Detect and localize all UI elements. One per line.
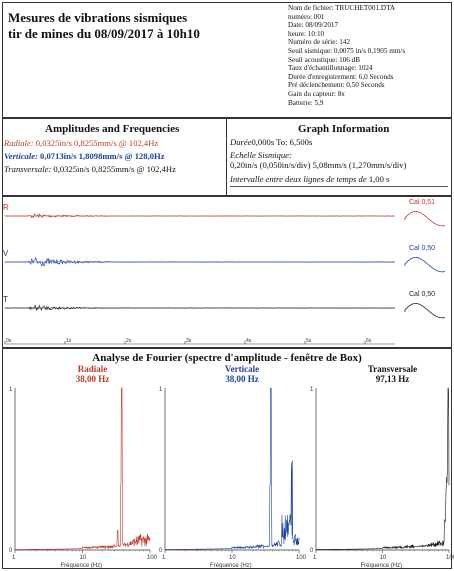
time-tick-label: 4s xyxy=(246,338,252,344)
waveform-box xyxy=(2,196,452,348)
channel-label-V: V xyxy=(3,249,9,258)
fourier-panel-name: Verticale xyxy=(224,364,260,374)
fourier-y-tick: 0 xyxy=(159,548,163,554)
radial-amplitude: Radiale: 0,0325in/s 0,8255mm/s @ 102,4Hz xyxy=(4,138,158,148)
meta-line: Seuil sismique: 0,0075 in/s 0,1905 mm/s xyxy=(288,46,406,55)
fourier-panel-peak: 97,13 Hz xyxy=(375,374,410,384)
meta-line: numéro: 001 xyxy=(288,12,325,21)
fourier-x-tick-label: 1 xyxy=(313,555,317,561)
radial-value: 0,0325in/s 0,8255mm/s @ 102,4Hz xyxy=(35,138,159,148)
cal-label-V: Cal 0,50 xyxy=(409,245,435,252)
duration-label: Durée xyxy=(230,137,252,147)
waveform-plot: R Cal 0,51 V Cal 0,50 T Cal 0,50 0s 1s 2s 3s 4s 5s 6… xyxy=(3,199,446,345)
interval-underline xyxy=(230,186,448,187)
fourier-panel-name: Transversale xyxy=(367,364,418,374)
meta-line: Pré déclenchement: 0,50 Seconds xyxy=(288,81,385,90)
transverse-value: 0,0325in/s 0,8255mm/s @ 102,4Hz xyxy=(53,164,176,174)
meta-line: Batterie: 5,9 xyxy=(288,98,324,107)
fourier-panel-heading: Radiale 38,00 Hz xyxy=(25,364,160,384)
fourier-title: Analyse de Fourier (spectre d'amplitude … xyxy=(92,352,362,364)
report-title: Mesures de vibrations sismiques tir de m… xyxy=(8,10,278,42)
info-divider xyxy=(226,118,227,196)
vertical-label: Verticale: xyxy=(4,151,38,161)
meta-line: Taux d'échantillonnage: 1024 xyxy=(288,64,373,73)
fourier-panel-heading: Transversale 97,13 Hz xyxy=(326,364,454,384)
fourier-x-tick-label: 1 xyxy=(12,555,16,561)
fourier-x-tick-label: 100 xyxy=(147,555,158,561)
time-tick-label: 0s xyxy=(6,338,12,344)
cal-label-R: Cal 0,51 xyxy=(409,199,435,206)
fourier-spectrum-1 xyxy=(165,387,300,550)
duration-line: Durée0,000s To: 6,500s xyxy=(230,137,312,147)
cal-pulse-T xyxy=(404,303,446,319)
fourier-y-tick: 1 xyxy=(310,387,314,393)
cal-pulse-R xyxy=(404,211,446,227)
fourier-x-tick-label: 10 xyxy=(80,555,87,561)
time-tick-label: 6s xyxy=(366,338,372,344)
fourier-panel-heading: Verticale 38,00 Hz xyxy=(175,364,309,384)
graph-info-title: Graph Information xyxy=(298,123,390,135)
fourier-spectrum-2 xyxy=(316,387,450,550)
transverse-amplitude: Transversale: 0,0325in/s 0,8255mm/s @ 10… xyxy=(4,164,176,174)
waveform-trace-T xyxy=(4,304,396,311)
fourier-box xyxy=(2,348,452,569)
meta-line: Date: 08/09/2017 xyxy=(288,21,339,30)
fourier-x-tick-label: 100 xyxy=(296,555,307,561)
fourier-xlabel: Fréquence (Hz) xyxy=(61,563,103,569)
channel-label-T: T xyxy=(3,295,8,304)
fourier-panel-name: Radiale xyxy=(77,364,108,374)
meta-line: heure: 10:10 xyxy=(288,29,325,38)
scale-label: Echelle Sismique: xyxy=(230,150,292,160)
waveform-trace-R xyxy=(4,212,396,219)
fourier-x-tick-label: 100 xyxy=(446,555,454,561)
amplitudes-title: Amplitudes and Frequencies xyxy=(45,123,180,135)
vertical-amplitude: Verticale: 0,0713in/s 1,8098mm/s @ 128,0… xyxy=(4,151,165,161)
transverse-label: Transversale: xyxy=(4,164,52,174)
fourier-y-tick: 1 xyxy=(159,387,163,393)
interval-label: Intervalle entre deux lignes de temps de xyxy=(230,174,367,184)
interval-line: Intervalle entre deux lignes de temps de… xyxy=(230,174,389,184)
interval-value: 1,00 s xyxy=(368,174,390,184)
time-tick-label: 1s xyxy=(66,338,72,344)
meta-line: Gain du capteur: 8x xyxy=(288,89,345,98)
title-line-2: tir de mines du 08/09/2017 à 10h10 xyxy=(8,26,200,41)
fourier-y-tick: 0 xyxy=(9,548,13,554)
file-metadata: Nom de fichier: TRUCHET001.DTA numéro: 00… xyxy=(288,4,452,107)
cal-label-T: Cal 0,50 xyxy=(409,291,435,298)
fourier-x-tick-label: 10 xyxy=(380,555,387,561)
time-tick-label: 3s xyxy=(186,338,192,344)
fourier-x-tick-label: 1 xyxy=(162,555,166,561)
cal-pulse-V xyxy=(404,257,446,273)
fourier-y-tick: 1 xyxy=(9,387,13,393)
info-box xyxy=(2,118,452,196)
radial-label: Radiale: xyxy=(4,138,34,148)
time-tick-label: 2s xyxy=(126,338,132,344)
fourier-panel-peak: 38,00 Hz xyxy=(225,374,259,384)
meta-line: Numéro de série: 142 xyxy=(288,38,351,47)
time-tick-label: 5s xyxy=(306,338,312,344)
duration-value: 0,000s To: 6,500s xyxy=(251,137,313,147)
fourier-panel-peak: 38,00 Hz xyxy=(75,374,110,384)
fourier-xlabel: Fréquence (Hz) xyxy=(210,563,252,569)
channel-label-R: R xyxy=(3,203,9,212)
waveform-trace-V xyxy=(4,256,395,267)
meta-line: Seuil acoustique: 106 dB xyxy=(288,55,361,64)
header-box xyxy=(2,2,452,118)
fourier-x-tick-label: 10 xyxy=(229,555,236,561)
fourier-spectrum-0 xyxy=(15,387,151,550)
title-line-1: Mesures de vibrations sismiques xyxy=(8,10,188,25)
meta-line: Durée d'enregistrement: 6,0 Seconds xyxy=(288,72,394,81)
scale-value: 0,20in/s (0,050in/s/div) 5,08mm/s (1,270… xyxy=(230,160,407,170)
fourier-y-tick: 0 xyxy=(310,548,314,554)
meta-line: Nom de fichier: TRUCHET001.DTA xyxy=(288,4,396,12)
vertical-value: 0,0713in/s 1,8098mm/s @ 128,0Hz xyxy=(40,151,165,161)
fourier-xlabel: Fréquence (Hz) xyxy=(361,563,403,569)
